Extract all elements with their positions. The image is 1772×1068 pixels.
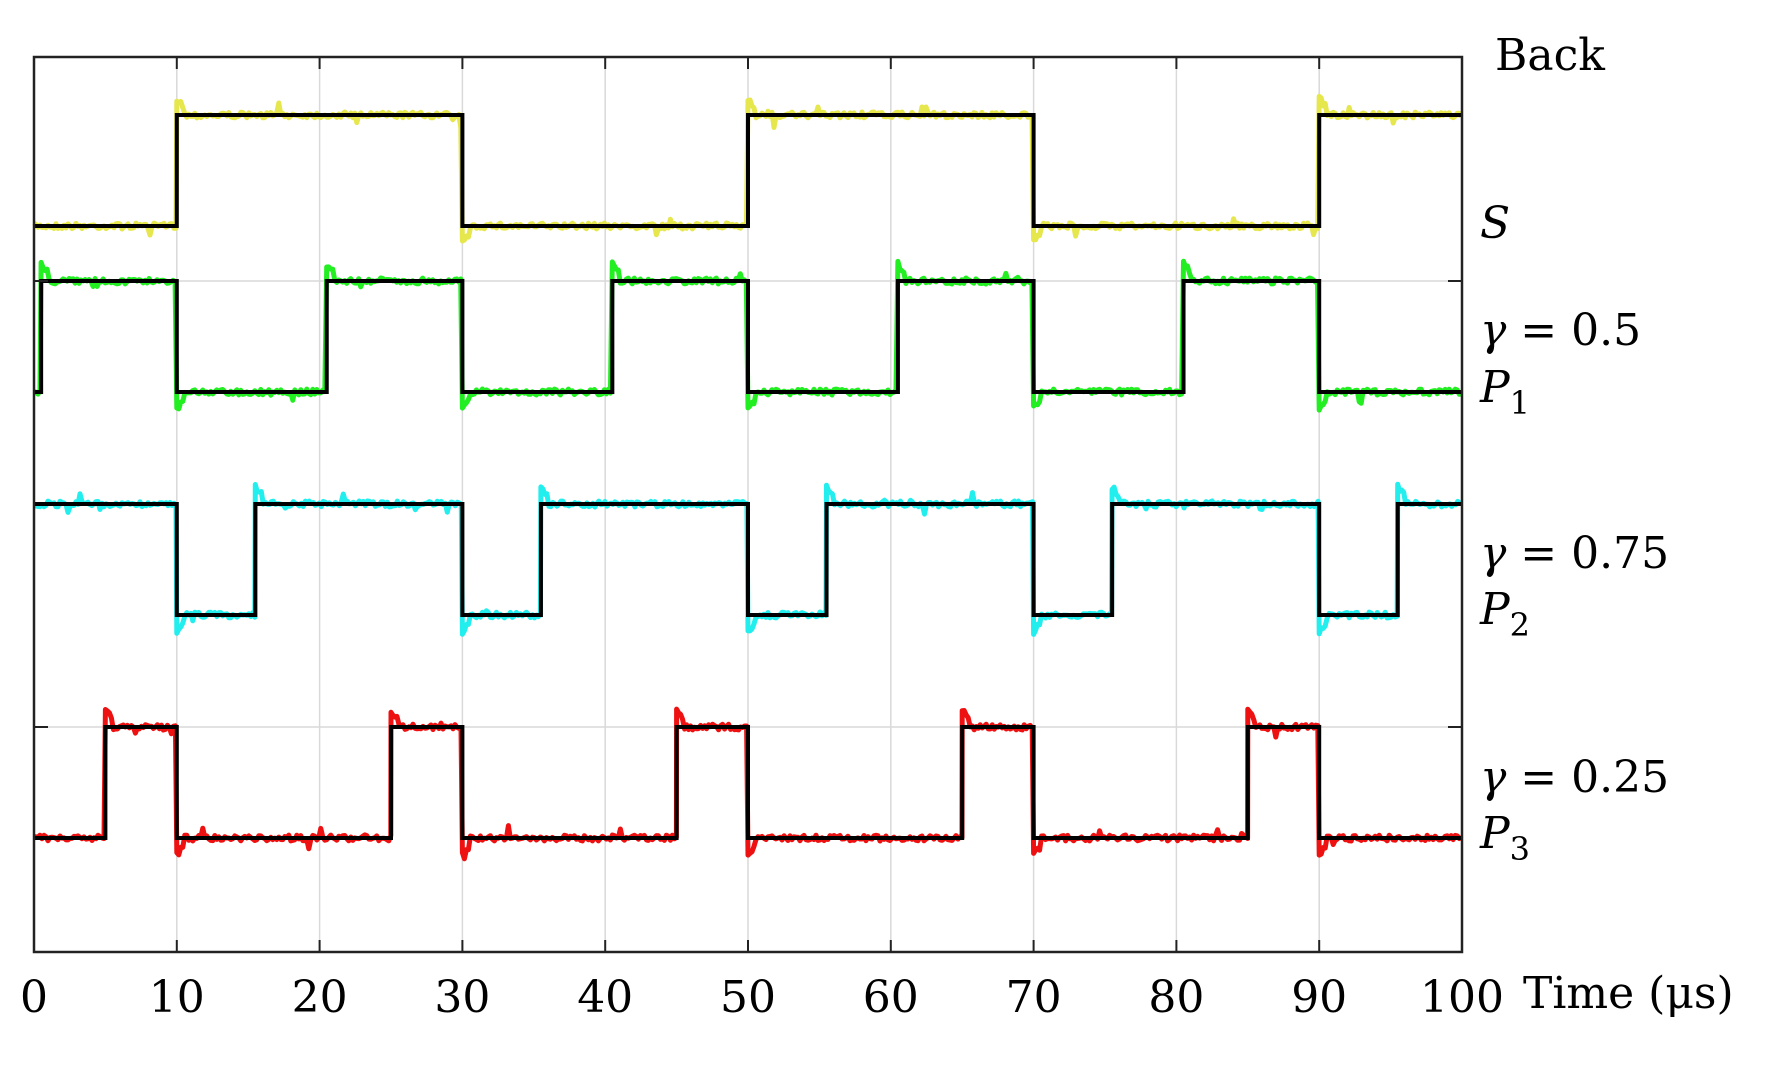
series-P1-reference xyxy=(34,279,1462,394)
x-tick-label: 0 xyxy=(20,972,48,1023)
x-tick-label: 100 xyxy=(1420,972,1504,1023)
x-tick-label: 50 xyxy=(720,972,776,1023)
series-S-reference xyxy=(34,113,1462,228)
axis-ticks: 0 10 20 30 40 50 60 70 80 90 100 xyxy=(20,57,1504,1023)
label-s: S xyxy=(1480,198,1510,249)
label-gamma3: γ = 0.25 xyxy=(1480,752,1669,803)
label-gamma1: γ = 0.5 xyxy=(1480,305,1641,356)
x-tick-label: 60 xyxy=(863,972,919,1023)
label-gamma2: γ = 0.75 xyxy=(1480,528,1669,579)
x-axis-label: Time (μs) xyxy=(1523,968,1734,1019)
x-tick-label: 40 xyxy=(577,972,633,1023)
x-tick-label: 80 xyxy=(1148,972,1204,1023)
label-back: Back xyxy=(1495,30,1605,81)
x-tick-label: 10 xyxy=(149,972,205,1023)
x-tick-label: 30 xyxy=(434,972,490,1023)
reference-traces xyxy=(34,113,1462,840)
series-P3-reference xyxy=(34,725,1462,840)
label-p1: P1 xyxy=(1479,362,1530,422)
series-P2-reference xyxy=(34,502,1462,617)
series-P2-measured xyxy=(33,481,1463,637)
x-tick-label: 90 xyxy=(1291,972,1347,1023)
x-tick-label: 70 xyxy=(1006,972,1062,1023)
label-p3: P3 xyxy=(1479,808,1530,868)
label-p2: P2 xyxy=(1479,584,1530,644)
x-tick-label: 20 xyxy=(292,972,348,1023)
